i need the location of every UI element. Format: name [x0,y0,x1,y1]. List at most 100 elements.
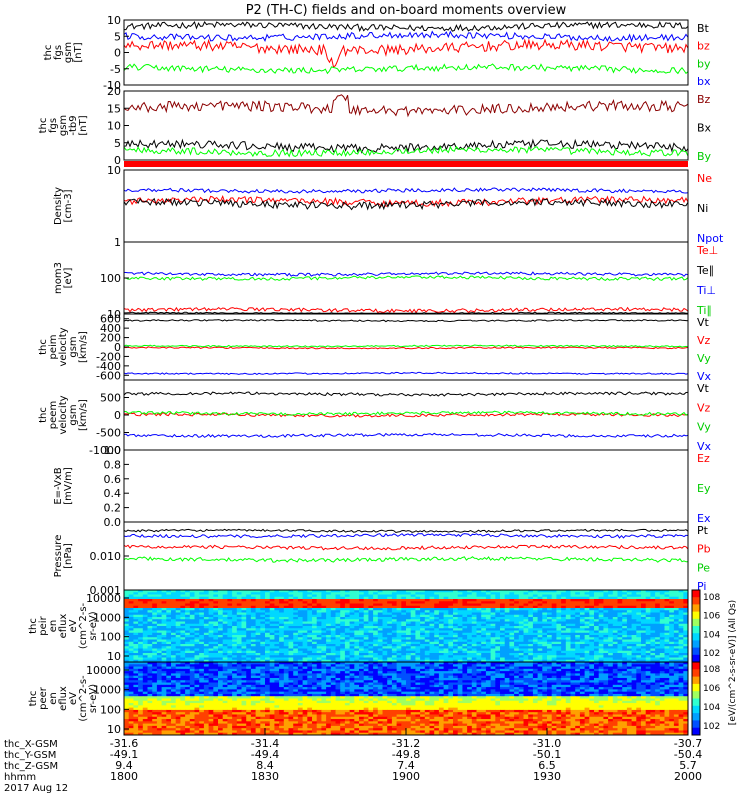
panel-2: 20 15 10 5 0 thc fgs gsm -tb9 [nT] Bz Bx By [38,85,712,167]
legend-By: By [697,150,712,163]
y-tick-label: 1.0 [104,444,122,457]
series-line-Pt [123,528,689,534]
y-tick-label: 0.2 [104,502,122,515]
series-line-Vy [123,410,689,416]
legend-Vz: Vz [697,401,711,414]
legend-Bt: Bt [697,22,710,35]
y-tick-label: 10000 [86,664,121,677]
y-axis-label: mom3 [eV] [53,262,74,294]
svg-text:[cm-3]: [cm-3] [63,189,74,222]
series-line-Vt [123,319,689,323]
series-line-By [123,145,689,158]
colorbar-tick-label: 104 [703,630,720,640]
series-line-by [123,63,689,75]
series-line-Vz [123,346,689,350]
x-tick-label: 8.4 [256,759,274,772]
colorbar-1: 108 106 104 102 [691,589,720,663]
x-tick-label: 1800 [110,770,138,783]
panel-4: 100 10 mom3 [eV] Te⊥ Te∥ Ti⊥ Ti∥ [53,241,718,321]
panel-7: 1.00.8 0.60.4 0.20.0 E=-VxB [mV/m] Ez Ey Ex [53,444,711,529]
colorbar-2: 108 106 104 102 [691,661,720,736]
series-line-Vt [123,391,689,397]
colorbar-label: [eV/(cm^2-s-sr-eV)] (All Qs) [728,600,738,725]
legend-Ti⊥: Ti⊥ [696,284,716,297]
svg-text:[mV/m]: [mV/m] [63,467,74,505]
y-tick-label: 0.010 [90,550,122,563]
series-line-Ti⊥ [123,271,689,277]
svg-text:thc: thc [38,407,49,423]
y-tick-label: 1 [114,236,121,249]
y-tick-label: 100 [100,631,121,644]
series-line-Ne [123,195,689,208]
svg-text:thc: thc [38,118,49,134]
x-tick-label: -31.4 [251,737,279,750]
colorbar-tick-label: 106 [703,612,720,622]
panel-frame [123,449,689,523]
x-tick-label: 1830 [251,770,279,783]
svg-text:[nT]: [nT] [73,42,84,62]
y-tick-label: 100 [100,703,121,716]
y-axis-label: thc peem velocity gsm [km/s] [38,395,89,434]
series-line-Bx [123,138,689,154]
legend-Pi: Pi [697,580,706,593]
svg-text:sr-eV): sr-eV) [88,611,99,640]
colorbar-tick-label: 104 [703,703,720,713]
x-tick-label: 9.4 [115,759,133,772]
y-tick-label: 10 [107,723,121,736]
y-axis-label: Pressure [nPa] [53,535,74,578]
svg-text:eflux: eflux [58,614,69,639]
legend-Vy: Vy [697,421,711,434]
legend-bz: bz [697,40,710,53]
y-axis-label: thc fgs gsm [nT] [43,42,84,63]
svg-text:velocity: velocity [58,327,69,366]
svg-text:fgs: fgs [53,45,64,60]
legend-Pb: Pb [697,543,711,556]
series-line-Bz [123,94,689,118]
svg-text:eV: eV [68,619,79,632]
panel-8: 0.010 0.001 Pressure [nPa] Pt Pb Pe Pi [53,521,711,597]
y-tick-label: 500 [100,392,121,405]
x-tick-label: -50.4 [674,748,702,761]
x-tick-label: 2000 [674,770,702,783]
x-tick-label: -49.8 [392,748,420,761]
svg-text:peim: peim [48,334,59,359]
y-tick-label: 0 [114,154,121,167]
x-tick-label: 7.4 [397,759,415,772]
legend-Bx: Bx [697,122,712,135]
colorbar-tick-label: 102 [703,722,720,732]
y-axis-label: Density [cm-3] [53,187,74,225]
legend-Vt: Vt [697,316,710,329]
mode-bar [124,161,688,167]
y-tick-label: -10 [103,79,121,92]
y-tick-label: 20 [107,85,121,98]
y-tick-label: 10000 [86,592,121,605]
series-line-Pi [123,533,689,539]
legend-Ne: Ne [697,172,712,185]
y-tick-label: 1000 [93,611,121,624]
y-tick-label: 5 [114,137,121,150]
y-axis-label: thc peim velocity gsm [km/s] [38,327,89,366]
legend-Vx: Vx [697,370,712,383]
svg-text:gsm: gsm [68,404,79,425]
x-tick-label: -31.6 [110,737,138,750]
panel-3: 10 1 Density [cm-3] Ne Ni Npot [53,164,724,249]
y-tick-label: 15 [107,102,121,115]
y-axis-label: thc peir en eflux eV (cm^2-s-sr-eV) [28,602,99,649]
series-line-Bt [124,20,689,33]
legend-Pt: Pt [697,524,709,537]
svg-text:thc: thc [28,618,39,634]
y-tick-label: 5 [114,30,121,43]
x-axis: thc_X-GSM -31.6 -31.4 -31.2 -31.0 -30.7 thc_Y-… [4,728,702,794]
legend-Ex: Ex [697,512,711,525]
panel-9: 108 106 104 102 10000 1000 100 10 thc peir en eflux… [28,589,720,663]
panel-10: 108 106 104 102 10000 1000 100 10 thc peer en eflux… [28,661,720,736]
y-axis-label: thc fgs gsm -tb9 [nT] [38,115,89,136]
colorbar-tick-label: 102 [703,649,720,659]
svg-text:gsm: gsm [58,115,69,136]
y-axis-label: thc peer en eflux eV (cm^2-s-sr-eV) [28,675,99,722]
y-tick-label: 0.001 [90,584,122,597]
legend-Vz: Vz [697,334,711,347]
svg-text:Density: Density [53,187,64,225]
svg-text:gsm: gsm [68,336,79,357]
